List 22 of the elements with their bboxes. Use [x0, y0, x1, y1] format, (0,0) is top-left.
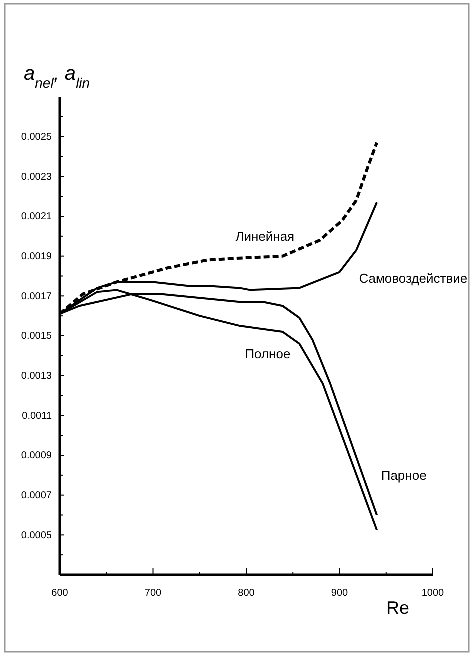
x-tick-label: 800 [238, 588, 256, 600]
y-tick-label: 0.0005 [21, 530, 52, 542]
y-tick-label: 0.0007 [21, 490, 52, 502]
y-tick-label: 0.0015 [21, 331, 52, 342]
series-label: Самовоздействие [359, 270, 468, 286]
y-tick-label: 0.0011 [22, 410, 52, 422]
y-tick-label: 0.0025 [21, 132, 52, 144]
series-label: Полное [245, 346, 291, 362]
y-tick-label: 0.0009 [21, 450, 52, 462]
y-tick-label: 0.0013 [21, 371, 52, 382]
x-tick-label: 700 [144, 588, 162, 600]
y-tick-label: 0.0023 [21, 172, 52, 183]
series-label: Парное [381, 468, 427, 483]
series-label: Линейная [236, 228, 295, 244]
x-tick-label: 900 [331, 588, 349, 600]
x-axis-title: Re [386, 598, 410, 618]
y-tick-label: 0.0017 [21, 291, 52, 302]
y-tick-label: 0.0021 [21, 212, 52, 223]
y-tick-label: 0.0019 [21, 252, 52, 263]
y-axis-title: a$_{nel}$, a$_{lin}$ [24, 63, 90, 91]
x-tick-label: 600 [52, 588, 69, 600]
x-tick-label: 1000 [422, 588, 445, 600]
